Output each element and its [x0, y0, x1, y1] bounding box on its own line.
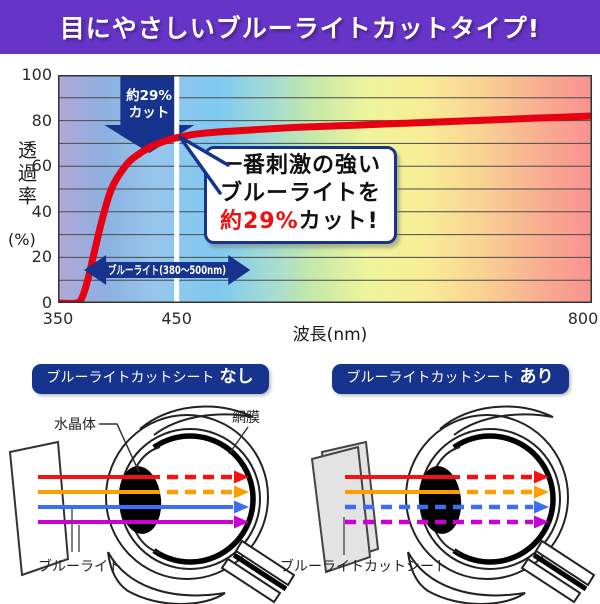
beam-arrowhead: [234, 515, 249, 529]
optic-nerve-band1: [234, 539, 296, 587]
diagram-without-sheet: ブルーライトカットシート なし: [0, 350, 300, 604]
cut-down-arrow: [104, 75, 195, 153]
bubble-line1: 一番刺激の強い: [220, 153, 382, 178]
x-tick: 350: [42, 309, 74, 328]
light-beams-right: [345, 470, 549, 529]
title-banner: 目にやさしいブルーライトカットタイプ!: [0, 0, 600, 54]
eye-top-flap: [139, 405, 254, 436]
band-arrow-shape: [84, 254, 251, 285]
y-tick: 80: [31, 110, 52, 130]
beam-arrowhead: [234, 485, 249, 499]
beam-arrowhead: [534, 485, 549, 499]
badge-without-main: ブルーライトカットシート: [46, 370, 215, 386]
beam-arrowhead: [534, 470, 549, 484]
beam-arrowhead: [534, 515, 549, 529]
y-tick: 20: [31, 247, 52, 267]
y-tick: 100: [21, 65, 52, 84]
transmittance-chart: 透過率 (%) 100 80 60 40 20 0 350 450 800 波長(nm) 約2…: [0, 54, 600, 350]
beam-arrowhead: [234, 500, 249, 514]
badge-with-emph: あり: [519, 367, 554, 387]
diagram-with-sheet: ブルーライトカットシート あり ブルーライトカットシート: [280, 350, 600, 604]
y-axis-unit: (%): [8, 230, 36, 249]
bubble-tail-outline: [178, 135, 230, 195]
cut-sheet-label: ブルーライトカットシート: [280, 558, 448, 575]
eye-svg-right: ブルーライトカットシート: [280, 397, 600, 604]
bluelight-band-label: ブルーライト(380〜500nm): [108, 263, 226, 277]
badge-without-emph: なし: [219, 367, 254, 387]
badge-without: ブルーライトカットシート なし: [31, 364, 269, 394]
x-axis-label: 波長(nm): [292, 325, 368, 345]
beam-arrowhead: [534, 500, 549, 514]
y-tick: 60: [31, 156, 52, 176]
cut-arrow-label-line2: カット: [129, 105, 170, 121]
beam-arrowhead: [234, 470, 249, 484]
retina-arc: [152, 433, 256, 565]
x-tick: 800: [567, 309, 599, 328]
optic-nerve-band2: [220, 557, 282, 604]
cut-arrow-label-line1: 約29%: [126, 87, 172, 104]
badge-with-main: ブルーライトカットシート: [346, 370, 515, 386]
cut-arrow-shape: [104, 75, 195, 153]
light-beams-left: [38, 470, 249, 529]
retina-label: 網膜: [232, 410, 260, 426]
bubble-line3-rest: カット!: [298, 209, 379, 234]
bubble-tail: [178, 135, 230, 195]
vline-rect: [174, 75, 180, 303]
bubble-line2: ブルーライトを: [220, 181, 382, 206]
bluelight-band-arrow: [84, 254, 251, 285]
plot-border: [58, 75, 592, 303]
optic-nerve-core: [232, 552, 288, 592]
page-title: 目にやさしいブルーライトカットタイプ!: [59, 14, 541, 43]
eye-svg-left: 水晶体 網膜 ブルーライト: [8, 405, 296, 604]
x-tick: 450: [161, 309, 192, 328]
curve-path: [58, 112, 592, 303]
lens-label: 水晶体: [54, 417, 96, 433]
badge-with: ブルーライトカットシート あり: [331, 364, 569, 394]
bubble-line3: 約29%カット!: [220, 208, 381, 236]
sclera-outer: [105, 414, 269, 580]
y-axis-label: 透過率: [15, 140, 37, 209]
bluelight-label: ブルーライト: [38, 558, 122, 575]
eye-bottom-flap: [107, 551, 226, 604]
transmittance-curve: [58, 112, 592, 303]
eye-diagrams: ブルーライトカットシート なし: [0, 350, 600, 604]
bubble-highlight: 約29%: [220, 209, 299, 234]
vline-450nm: [174, 75, 180, 303]
eye-cross-section: [105, 405, 296, 604]
crystalline-lens: [118, 466, 162, 534]
y-tick: 0: [41, 293, 52, 312]
lens-pointer-line: [99, 423, 140, 473]
callout-bubble: 一番刺激の強い ブルーライトを 約29%カット!: [204, 146, 398, 244]
y-tick: 40: [31, 201, 52, 221]
retina-pointer-line: [228, 426, 249, 455]
